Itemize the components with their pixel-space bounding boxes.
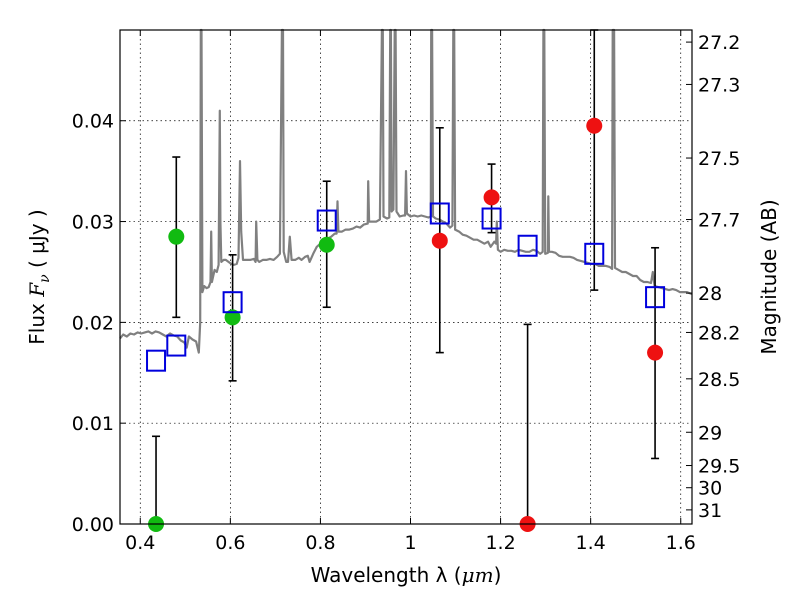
plot-frame [119, 29, 693, 525]
error-bars [152, 29, 660, 524]
x-tick-label: 1.6 [666, 532, 696, 554]
model-flux-square [146, 349, 167, 372]
model-flux-square [316, 209, 337, 232]
x-tick-label: 0.8 [305, 532, 335, 554]
y-tick-label: 0.03 [72, 212, 114, 234]
model-flux-square [481, 207, 502, 230]
magnitude-tick-label: 29 [698, 422, 722, 444]
x-tick-label: 0.6 [215, 532, 245, 554]
x-tick-label: 1.2 [485, 532, 515, 554]
axis-ticks [120, 30, 692, 525]
magnitude-tick-label: 31 [698, 500, 722, 522]
model-spectrum-line [119, 28, 693, 354]
magnitude-axis-label: Magnitude (AB) [757, 199, 781, 354]
magnitude-tick-label: 27.7 [698, 210, 740, 232]
y-tick-label: 0.04 [72, 111, 114, 133]
magnitude-tick-label: 28.2 [698, 322, 740, 344]
model-flux-square [645, 286, 666, 309]
y-axis-label: Flux Fν ( μJy ) [25, 209, 53, 344]
model-flux-square [517, 234, 538, 257]
x-tick-label: 1.4 [576, 532, 606, 554]
y-tick-label: 0.00 [72, 514, 114, 536]
photometry-markers [146, 117, 666, 532]
green-photometry-point [168, 228, 185, 245]
x-tick-label: 0.4 [125, 532, 155, 554]
magnitude-tick-label: 27.5 [698, 148, 740, 170]
x-tick-labels: 0.4 0.6 0.8 1 1.2 1.4 1.6 [125, 532, 696, 554]
magnitude-tick-label: 29.5 [698, 456, 740, 478]
model-flux-square [222, 291, 243, 314]
red-photometry-point [647, 344, 664, 361]
model-flux-square [166, 334, 187, 357]
red-photometry-point [431, 232, 448, 249]
y-tick-labels: 0.00 0.01 0.02 0.03 0.04 [72, 111, 114, 536]
magnitude-tick-label: 27.2 [698, 32, 740, 54]
y-tick-label: 0.02 [72, 312, 114, 334]
model-flux-square [429, 202, 450, 225]
red-photometry-point [586, 117, 603, 134]
model-flux-square [584, 242, 605, 265]
magnitude-tick-label: 28.5 [698, 369, 740, 391]
magnitude-tick-label: 28 [698, 283, 722, 305]
model-spectrum-layer [119, 28, 693, 354]
x-axis-label: Wavelength λ (μm) [311, 563, 502, 587]
green-photometry-point [224, 309, 241, 326]
grid-lines [120, 30, 692, 525]
red-photometry-point [483, 189, 500, 206]
magnitude-tick-label: 30 [698, 478, 722, 500]
x-tick-label: 1 [404, 532, 416, 554]
green-photometry-point [318, 236, 335, 253]
y-tick-label: 0.01 [72, 413, 114, 435]
magnitude-tick-label: 27.3 [698, 74, 740, 96]
